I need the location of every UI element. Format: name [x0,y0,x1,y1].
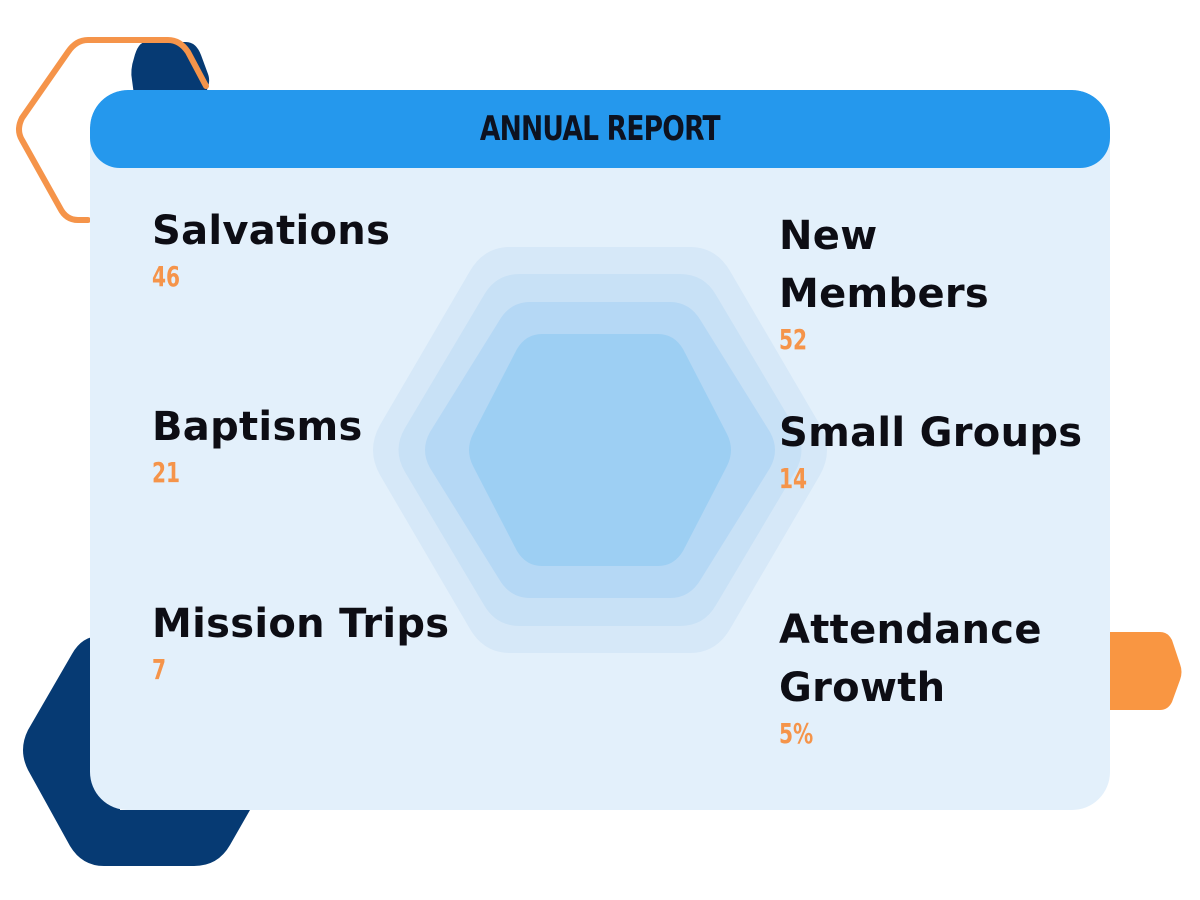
annual-report-card: Annual Report Salvations 46 Baptisms 21 … [90,90,1110,810]
stat-label: Baptisms [152,404,363,450]
stat-new-members: New Members 52 [779,207,1099,357]
stat-label: New Members [779,213,990,317]
stat-value: 46 [152,260,181,293]
report-title: Annual Report [480,109,721,149]
stat-value: 7 [152,653,167,686]
orange-hexagon-outline-decoration [16,37,209,223]
stat-salvations: Salvations 46 [152,202,472,294]
orange-hexagon-solid-decoration [1110,632,1182,710]
stat-label: Salvations [152,208,391,254]
stat-baptisms: Baptisms 21 [152,398,472,490]
stat-value: 52 [779,323,808,356]
stat-value: 5% [779,717,814,750]
hexagon-core [469,334,731,566]
stat-mission-trips: Mission Trips 7 [152,595,472,687]
stat-label: Attendance Growth [779,607,1042,711]
stat-value: 21 [152,456,181,489]
stat-small-groups: Small Groups 14 [779,404,1099,496]
stat-attendance-growth: Attendance Growth 5% [779,601,1059,751]
stat-label: Small Groups [779,410,1083,456]
stat-value: 14 [779,462,808,495]
report-header: Annual Report [90,90,1110,168]
center-hexagon-graphic [373,247,827,653]
navy-hexagon-large-decoration [23,636,250,866]
stat-label: Mission Trips [152,601,450,647]
